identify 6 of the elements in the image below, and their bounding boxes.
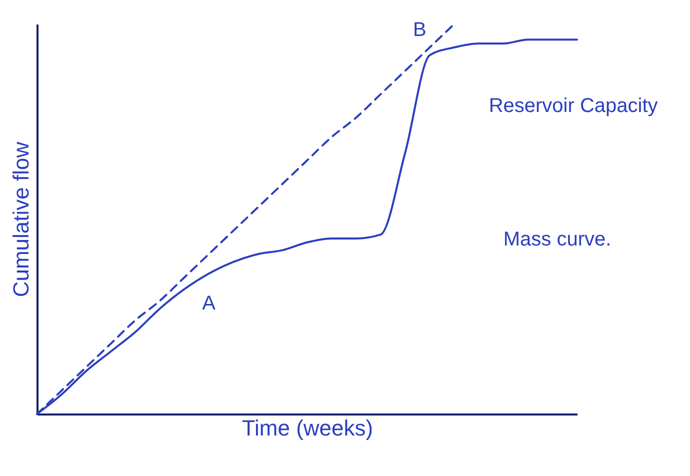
x-axis-title: Time (weeks) [242,416,374,440]
annotation: Mass curve. [503,228,612,251]
annotation: A [202,292,216,315]
annotation: Reservoir Capacity [488,94,658,117]
annotation: B [413,19,426,42]
y-axis-title: Cumulative flow [8,142,34,298]
